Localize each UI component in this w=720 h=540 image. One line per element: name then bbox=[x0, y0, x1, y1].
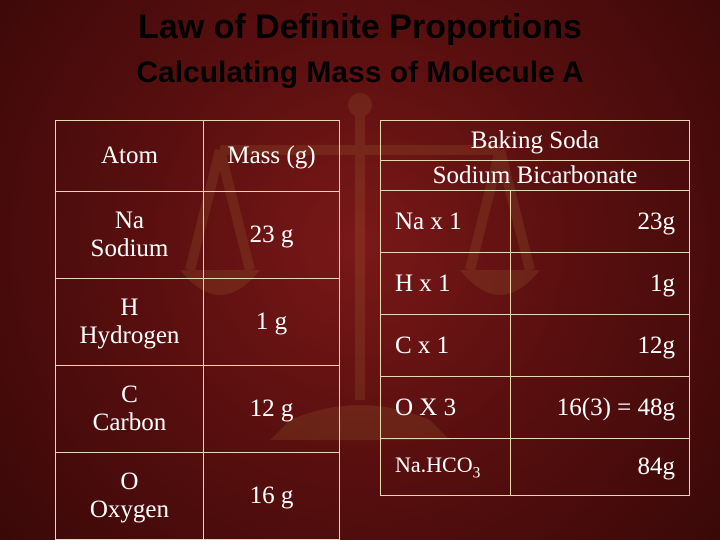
atom-name: Carbon bbox=[56, 409, 203, 437]
slide: Law of Definite Proportions Calculating … bbox=[0, 0, 720, 540]
table-row: O X 3 16(3) = 48g bbox=[381, 377, 690, 439]
table-row: Na x 1 23g bbox=[381, 191, 690, 253]
atom-name: Sodium bbox=[56, 235, 203, 263]
calc-value: 23g bbox=[511, 191, 690, 253]
right-header-1: Baking Soda bbox=[381, 121, 690, 161]
slide-title: Law of Definite Proportions bbox=[0, 8, 720, 47]
total-value: 84g bbox=[511, 439, 690, 496]
atom-symbol: O bbox=[56, 468, 203, 496]
atom-name: Oxygen bbox=[56, 496, 203, 524]
calc-value: 16(3) = 48g bbox=[511, 377, 690, 439]
atom-mass: 1 g bbox=[203, 279, 339, 366]
atom-mass-table: Atom Mass (g) Na Sodium 23 g H Hydrogen … bbox=[55, 120, 340, 540]
left-header-atom: Atom bbox=[56, 121, 204, 192]
formula-label: Na.HCO3 bbox=[381, 439, 511, 496]
table-row: H x 1 1g bbox=[381, 253, 690, 315]
right-header-2: Sodium Bicarbonate bbox=[381, 161, 690, 191]
atom-mass: 23 g bbox=[203, 192, 339, 279]
table-row: O Oxygen 16 g bbox=[56, 453, 340, 540]
total-row: Na.HCO3 84g bbox=[381, 439, 690, 496]
slide-subtitle: Calculating Mass of Molecule A bbox=[0, 56, 720, 90]
atom-mass: 12 g bbox=[203, 366, 339, 453]
calc-label: H x 1 bbox=[381, 253, 511, 315]
calc-value: 12g bbox=[511, 315, 690, 377]
table-row: H Hydrogen 1 g bbox=[56, 279, 340, 366]
baking-soda-table: Baking Soda Sodium Bicarbonate Na x 1 23… bbox=[380, 120, 690, 496]
table-row: C x 1 12g bbox=[381, 315, 690, 377]
atom-symbol: Na bbox=[56, 207, 203, 235]
calc-label: Na x 1 bbox=[381, 191, 511, 253]
table-row: C Carbon 12 g bbox=[56, 366, 340, 453]
calc-label: O X 3 bbox=[381, 377, 511, 439]
atom-symbol: H bbox=[56, 294, 203, 322]
table-row: Na Sodium 23 g bbox=[56, 192, 340, 279]
atom-name: Hydrogen bbox=[56, 322, 203, 350]
atom-symbol: C bbox=[56, 381, 203, 409]
calc-label: C x 1 bbox=[381, 315, 511, 377]
calc-value: 1g bbox=[511, 253, 690, 315]
atom-mass: 16 g bbox=[203, 453, 339, 540]
left-header-mass: Mass (g) bbox=[203, 121, 339, 192]
